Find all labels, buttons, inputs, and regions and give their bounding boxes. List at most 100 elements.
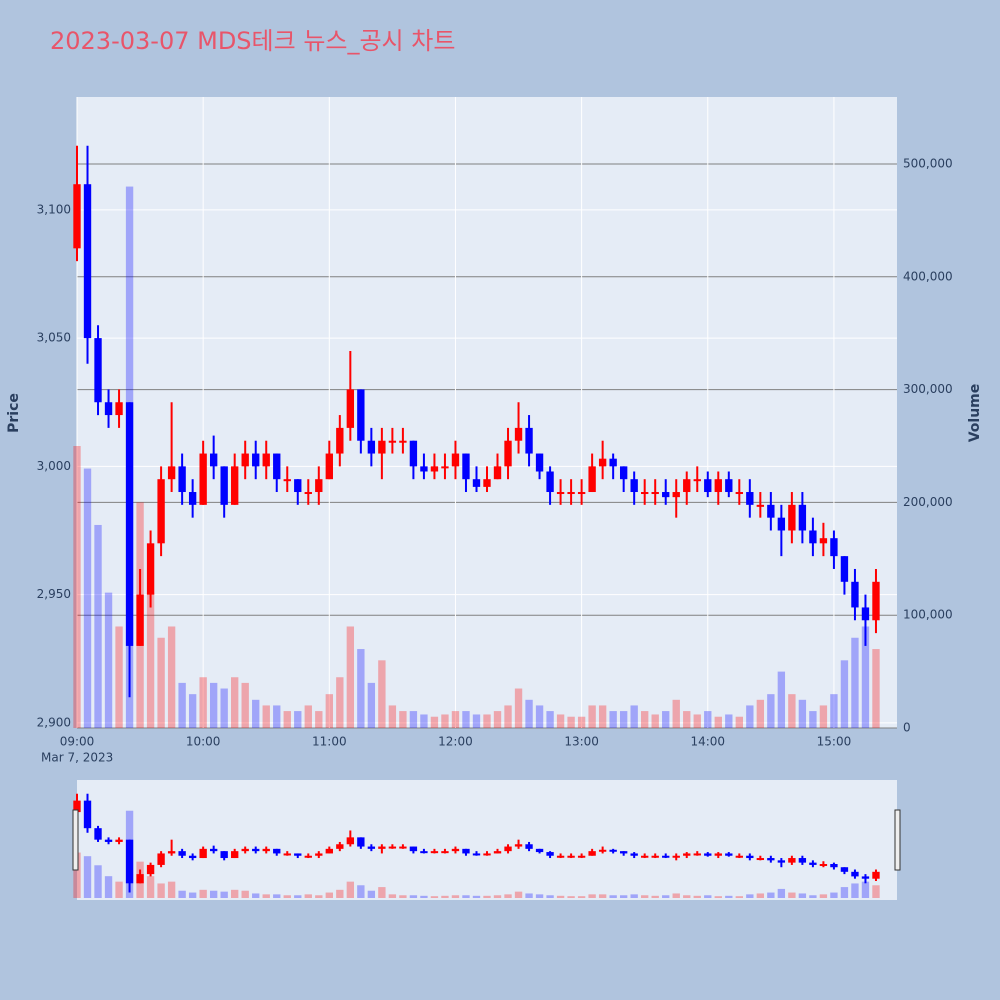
candle-body (325, 453, 333, 480)
slider-volume-bar (325, 892, 333, 898)
slider-candle-body (188, 855, 197, 859)
slider-candle-body (830, 864, 838, 868)
slider-candle-body (357, 837, 365, 847)
volume-bar (609, 711, 617, 728)
slider-candle-body (525, 844, 533, 849)
slider-volume-bar (262, 894, 270, 898)
slider-candle-body (83, 800, 92, 829)
candle-body (525, 427, 533, 454)
slider-candle-body (767, 858, 775, 861)
volume-bar (262, 705, 270, 728)
x-tick-label: 12:00 (438, 735, 473, 749)
candle-body (651, 492, 659, 495)
slider-candle-body (336, 844, 344, 849)
slider-candle-body (693, 853, 701, 856)
volume-bar (577, 716, 586, 728)
slider-candle-body (598, 849, 607, 852)
candle-body (420, 466, 428, 472)
volume-bar (725, 714, 733, 728)
slider-volume-bar (294, 895, 302, 898)
slider-volume-bar (851, 883, 859, 898)
candle-body (662, 492, 670, 498)
candle-body (830, 538, 838, 557)
candle-body (136, 594, 144, 646)
volume-bar (788, 694, 796, 728)
candle-body (483, 479, 491, 487)
volume-bar (525, 699, 533, 728)
volume-bar (336, 677, 344, 728)
slider-candle-body (252, 848, 260, 852)
slider-handle[interactable] (894, 809, 901, 871)
slider-candle-body (819, 864, 828, 867)
volume-bar (325, 694, 333, 728)
volume-bar (798, 699, 807, 728)
slider-candle-body (535, 848, 544, 853)
slider-candle-body (231, 851, 239, 859)
slider-volume-bar (556, 895, 565, 898)
candle-body (577, 492, 586, 495)
candle-body (315, 479, 323, 493)
volume-bar (294, 711, 302, 728)
volume-bar (157, 637, 165, 728)
slider-volume-bar (535, 894, 544, 898)
volume-bar (409, 711, 418, 728)
volume-bar (220, 688, 228, 728)
candle-body (746, 492, 754, 505)
slider-volume-bar (819, 894, 828, 898)
volume-bar (483, 714, 491, 728)
slider-candle-body (409, 846, 418, 852)
slider-candle-body (146, 864, 155, 875)
slider-candle-body (777, 860, 786, 863)
volume-bar (188, 694, 197, 728)
volume-bar (430, 716, 439, 728)
x-date-label: Mar 7, 2023 (41, 751, 113, 765)
volume-bar (830, 694, 838, 728)
candle-body (273, 453, 281, 480)
volume-bar (104, 592, 113, 728)
slider-candle-body (209, 848, 218, 852)
volume-bar (462, 711, 470, 728)
candle-body (167, 466, 176, 480)
slider-volume-bar (399, 895, 407, 898)
volume-bar (819, 705, 828, 728)
slider-handle[interactable] (72, 809, 79, 871)
slider-volume-bar (651, 895, 659, 898)
range-slider[interactable] (77, 780, 897, 900)
slider-volume-bar (714, 896, 722, 898)
slider-volume-bar (220, 891, 228, 898)
slider-volume-bar (231, 889, 239, 898)
slider-volume-bar (798, 893, 807, 898)
slider-candle-body (798, 858, 807, 863)
slider-volume-bar (809, 895, 817, 898)
slider-volume-bar (115, 881, 123, 898)
slider-candle-body (136, 874, 144, 884)
slider-candle-body (472, 853, 481, 856)
slider-candle-body (420, 851, 428, 854)
y2-tick-label: 400,000 (903, 269, 953, 283)
candle-body (441, 466, 449, 469)
volume-bar (693, 714, 701, 728)
slider-volume-bar (672, 893, 680, 898)
candle-body (409, 440, 418, 467)
candle-body (199, 453, 207, 505)
slider-candle-body (294, 853, 302, 856)
plot-layer: 2,900 2,950 3,000 3,050 3,100 0 100,000 200,000… (37, 97, 953, 898)
volume-bar (714, 716, 722, 728)
volume-bar (146, 592, 155, 728)
slider-candle-body (788, 858, 796, 863)
slider-volume-bar (199, 889, 207, 898)
volume-bar (315, 711, 323, 728)
volume-bar (252, 699, 260, 728)
candle-body (336, 427, 344, 454)
slider-volume-bar (104, 876, 113, 898)
slider-candle-body (273, 848, 281, 854)
candle-body (231, 466, 239, 505)
slider-volume-bar (767, 892, 775, 898)
slider-volume-bar (630, 894, 638, 898)
slider-volume-bar (472, 895, 481, 898)
candle-body (462, 453, 470, 480)
candle-body (861, 607, 870, 621)
candle-body (388, 440, 397, 443)
candle-body (83, 184, 92, 339)
candle-body (209, 453, 218, 467)
